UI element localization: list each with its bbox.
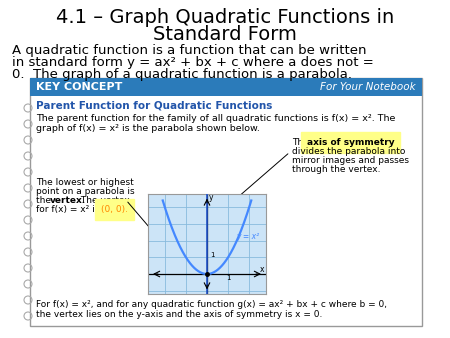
Text: (0, 0).: (0, 0). [101, 205, 128, 214]
Text: the: the [36, 196, 54, 205]
Text: KEY CONCEPT: KEY CONCEPT [36, 82, 122, 92]
Text: The lowest or highest: The lowest or highest [36, 178, 134, 187]
Bar [30, 78, 422, 96]
Bar [30, 78, 422, 326]
Text: 0.  The graph of a quadratic function is a parabola.: 0. The graph of a quadratic function is … [12, 68, 352, 81]
Text: For Your Notebook: For Your Notebook [320, 82, 416, 92]
Text: mirror images and passes: mirror images and passes [292, 156, 409, 165]
Text: x: x [260, 265, 264, 273]
Text: The vertex: The vertex [78, 196, 130, 205]
Text: Standard Form: Standard Form [153, 25, 297, 44]
Text: through the vertex.: through the vertex. [292, 165, 381, 174]
Text: 1: 1 [226, 275, 230, 281]
Text: 4.1 – Graph Quadratic Functions in: 4.1 – Graph Quadratic Functions in [56, 8, 394, 27]
Text: divides the parabola into: divides the parabola into [292, 147, 405, 156]
Text: for f(x) = x² is: for f(x) = x² is [36, 205, 102, 214]
Text: The: The [292, 138, 311, 147]
Text: vertex.: vertex. [50, 196, 86, 205]
Text: For f(x) = x², and for any quadratic function g(x) = ax² + bx + c where b = 0,: For f(x) = x², and for any quadratic fun… [36, 300, 387, 309]
Text: 1: 1 [210, 252, 215, 258]
Text: y: y [209, 193, 213, 202]
Text: y = x²: y = x² [237, 232, 260, 241]
Text: graph of f(x) = x² is the parabola shown below.: graph of f(x) = x² is the parabola shown… [36, 124, 260, 133]
Text: in standard form y = ax² + bx + c where a does not =: in standard form y = ax² + bx + c where … [12, 56, 374, 69]
Text: point on a parabola is: point on a parabola is [36, 187, 135, 196]
Text: Parent Function for Quadratic Functions: Parent Function for Quadratic Functions [36, 100, 272, 110]
Text: The parent function for the family of all quadratic functions is f(x) = x². The: The parent function for the family of al… [36, 114, 396, 123]
Text: the vertex lies on the y-axis and the axis of symmetry is x = 0.: the vertex lies on the y-axis and the ax… [36, 310, 322, 319]
Text: A quadratic function is a function that can be written: A quadratic function is a function that … [12, 44, 366, 57]
Text: axis of symmetry: axis of symmetry [307, 138, 395, 147]
